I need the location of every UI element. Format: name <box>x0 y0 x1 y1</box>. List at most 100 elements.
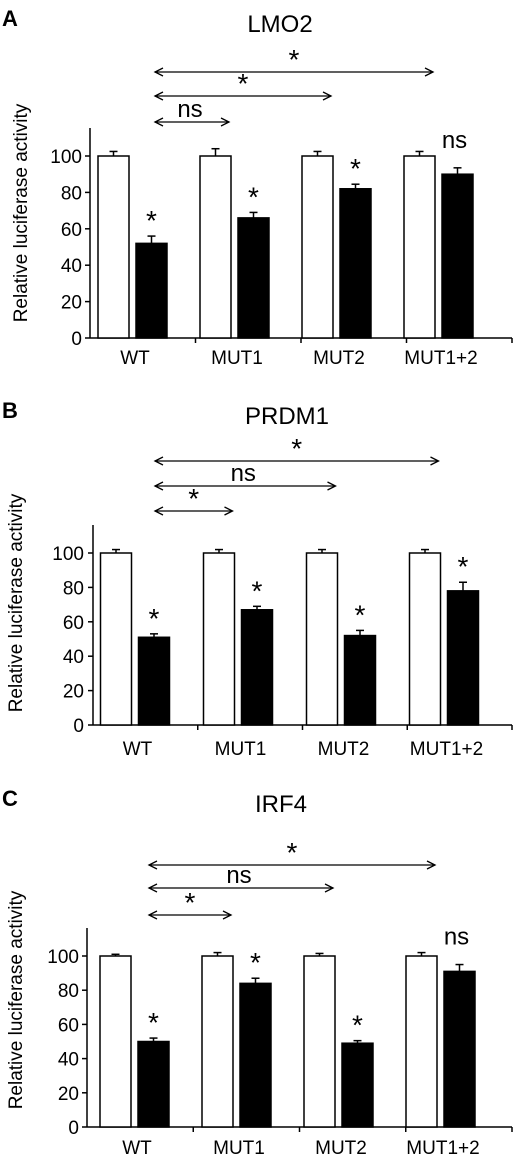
category-label: MUT1+2 <box>404 348 477 369</box>
y-tick-label: 60 <box>63 613 84 634</box>
arrow-head-right <box>224 506 234 516</box>
y-tick-label: 80 <box>63 578 84 599</box>
bar <box>341 1042 374 1128</box>
y-tick-label: 20 <box>61 293 82 314</box>
bar <box>202 552 236 726</box>
bar <box>301 155 334 339</box>
bar <box>135 242 168 339</box>
arrow-head-left <box>153 506 164 516</box>
arrow-head-left <box>147 883 158 893</box>
y-tick-label: 100 <box>47 947 79 968</box>
category-label: MUT1 <box>215 739 267 760</box>
category-label: MUT1 <box>211 348 263 369</box>
chart-title: IRF4 <box>255 791 307 818</box>
arrow-head-left <box>153 67 164 77</box>
significance-mark: * <box>458 551 469 582</box>
bar <box>339 188 372 339</box>
y-tick-label: 60 <box>61 220 82 241</box>
significance-mark: * <box>252 575 263 606</box>
y-tick-label: 0 <box>73 716 84 737</box>
y-tick-label: 80 <box>58 981 79 1002</box>
y-axis-label: Relative luciferase activity <box>6 493 27 712</box>
bar <box>408 552 442 726</box>
comparison-label: ns <box>231 460 256 487</box>
bar <box>97 155 130 339</box>
bar <box>237 217 270 339</box>
bar <box>443 970 476 1128</box>
arrow-head-left <box>153 456 164 466</box>
category-label: MUT2 <box>318 739 370 760</box>
comparison-label: * <box>238 68 249 99</box>
significance-mark: ns <box>442 127 467 154</box>
comparison-label: * <box>291 433 302 464</box>
category-label: WT <box>120 348 150 369</box>
category-label: MUT2 <box>315 1138 367 1157</box>
bar <box>441 173 474 339</box>
y-tick-label: 0 <box>71 329 82 350</box>
chart-title: LMO2 <box>247 11 312 38</box>
y-axis-label: Relative luciferase activity <box>11 103 32 322</box>
panel-letter: A <box>2 6 18 31</box>
arrow-head-left <box>153 481 164 491</box>
category-label: MUT1+2 <box>410 739 483 760</box>
bar <box>201 955 234 1128</box>
bar <box>343 634 377 726</box>
bar <box>137 636 171 726</box>
bar <box>405 955 438 1128</box>
significance-mark: ns <box>444 924 469 951</box>
y-tick-label: 100 <box>50 147 82 168</box>
arrow-head-right <box>430 456 440 466</box>
arrow-head-right <box>322 91 333 101</box>
y-tick-label: 60 <box>58 1015 79 1036</box>
y-tick-label: 20 <box>58 1084 79 1105</box>
y-axis-label: Relative luciferase activity <box>6 890 27 1109</box>
significance-mark: * <box>149 603 160 634</box>
y-tick-label: 20 <box>63 682 84 703</box>
arrow-head-left <box>147 910 158 920</box>
arrow-head-right <box>424 67 435 77</box>
comparison-label: * <box>185 887 196 918</box>
significance-mark: * <box>148 1007 159 1038</box>
bar <box>99 552 133 726</box>
significance-mark: * <box>146 205 157 236</box>
panel-letter: C <box>2 786 18 811</box>
comparison-label: ns <box>226 862 251 889</box>
y-tick-label: 100 <box>52 544 84 565</box>
bar <box>446 590 480 726</box>
chart-title: PRDM1 <box>245 403 329 430</box>
comparison-label: * <box>188 483 199 514</box>
arrow-head-right <box>220 117 231 127</box>
bar <box>303 955 336 1128</box>
significance-mark: * <box>250 947 261 978</box>
significance-mark: * <box>352 1010 363 1041</box>
arrow-head-right <box>222 910 233 920</box>
bar <box>239 982 272 1128</box>
category-label: MUT2 <box>313 348 365 369</box>
category-label: WT <box>122 1138 152 1157</box>
category-label: MUT1 <box>213 1138 265 1157</box>
arrow-head-left <box>147 860 158 870</box>
panel-letter: B <box>2 398 18 423</box>
bar <box>199 155 232 339</box>
arrow-head-right <box>324 883 335 893</box>
category-label: MUT1+2 <box>406 1138 479 1157</box>
arrow-head-left <box>153 91 164 101</box>
comparison-label: * <box>289 44 300 75</box>
arrow-head-right <box>327 481 337 491</box>
bar <box>305 552 339 726</box>
comparison-label: * <box>287 837 298 868</box>
y-tick-label: 40 <box>58 1050 79 1071</box>
y-tick-label: 80 <box>61 183 82 204</box>
bar <box>240 609 274 726</box>
y-tick-label: 0 <box>68 1118 79 1139</box>
bar <box>99 955 132 1128</box>
significance-mark: * <box>350 153 361 184</box>
y-tick-label: 40 <box>61 256 82 277</box>
bar <box>403 155 436 339</box>
category-label: WT <box>123 739 153 760</box>
y-tick-label: 40 <box>63 647 84 668</box>
arrow-head-right <box>426 860 437 870</box>
comparison-label: ns <box>177 96 202 123</box>
bar <box>137 1040 170 1128</box>
